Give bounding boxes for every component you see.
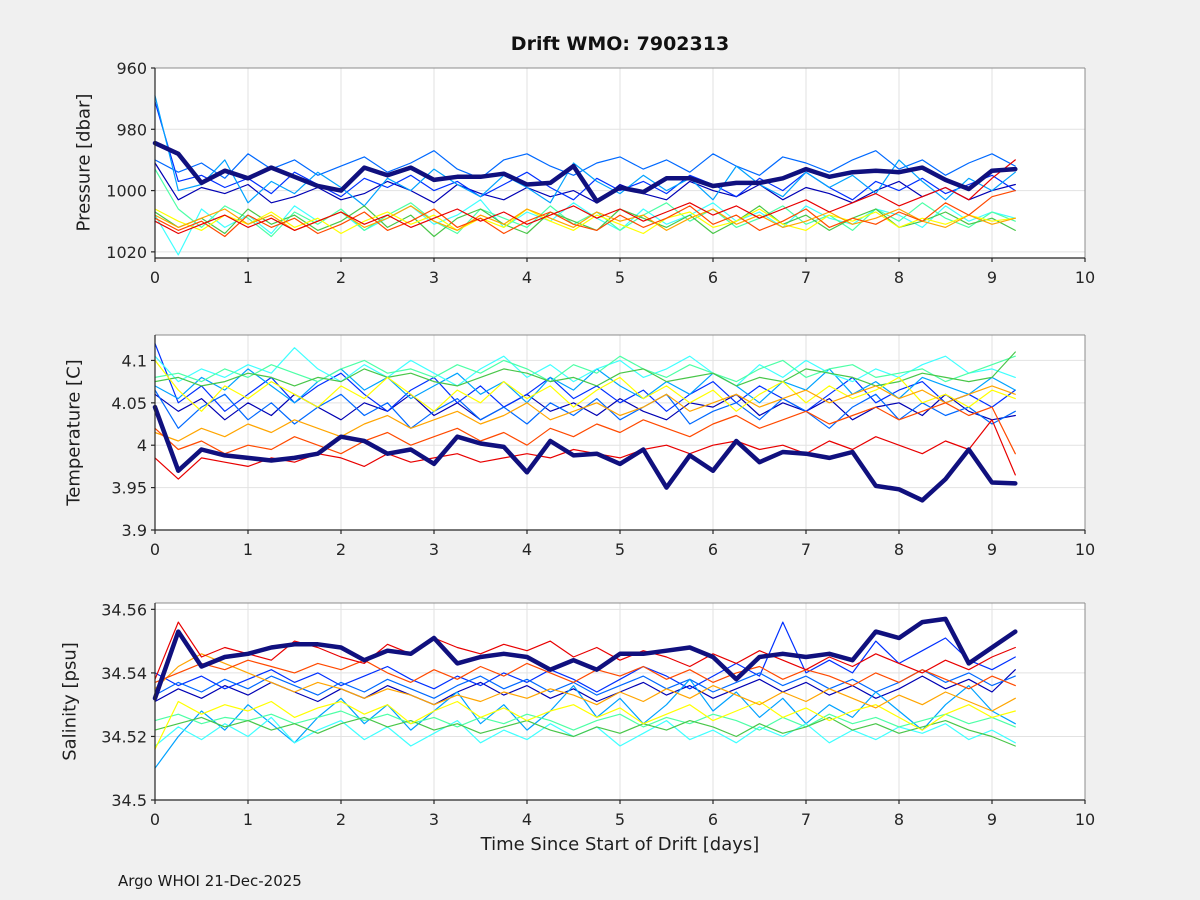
x-tick-label: 7 bbox=[801, 268, 811, 287]
y-tick-label: 1000 bbox=[106, 182, 147, 201]
x-tick-label: 2 bbox=[336, 540, 346, 559]
series-float-skyblue bbox=[154, 678, 1016, 769]
series-float-darkblue bbox=[154, 162, 1016, 204]
y-tick-label: 34.5 bbox=[111, 791, 147, 810]
series-float-orangered bbox=[154, 190, 1016, 238]
series-float-blue bbox=[154, 621, 1016, 693]
x-tick-label: 5 bbox=[615, 810, 625, 829]
figure-footer: Argo WHOI 21-Dec-2025 bbox=[118, 872, 302, 890]
x-tick-label: 6 bbox=[708, 268, 718, 287]
y-tick-label: 3.9 bbox=[122, 521, 147, 540]
series-float-skyblue bbox=[154, 94, 1016, 207]
y-tick-label: 980 bbox=[116, 120, 147, 139]
series-float-cyan bbox=[154, 347, 1016, 387]
x-tick-label: 3 bbox=[429, 268, 439, 287]
x-tick-label: 1 bbox=[243, 810, 253, 829]
x-tick-label: 7 bbox=[801, 540, 811, 559]
x-tick-label: 8 bbox=[894, 810, 904, 829]
x-tick-label: 6 bbox=[708, 540, 718, 559]
x-tick-label: 2 bbox=[336, 810, 346, 829]
series-float-red bbox=[154, 419, 1016, 480]
series-float-orange bbox=[154, 653, 1016, 712]
x-tick-label: 1 bbox=[243, 540, 253, 559]
series-float-blue bbox=[154, 101, 1016, 201]
series-float-cyan bbox=[154, 199, 1016, 256]
x-tick-label: 0 bbox=[150, 268, 160, 287]
y-tick-label: 4.1 bbox=[122, 351, 147, 370]
x-tick-label: 8 bbox=[894, 540, 904, 559]
x-tick-label: 0 bbox=[150, 540, 160, 559]
y-tick-label: 34.56 bbox=[101, 600, 147, 619]
figure-title: Drift WMO: 7902313 bbox=[510, 33, 730, 55]
x-tick-label: 4 bbox=[522, 540, 532, 559]
series-float-skyblue bbox=[154, 368, 1016, 404]
x-tick-label: 6 bbox=[708, 810, 718, 829]
series-this-float-mean bbox=[152, 140, 1018, 204]
series-float-springgreen bbox=[154, 168, 1016, 238]
x-tick-label: 9 bbox=[987, 540, 997, 559]
series-float-orangered bbox=[154, 402, 1016, 455]
pressure-y-axis-label: Pressure [dbar] bbox=[73, 93, 95, 232]
x-tick-label: 10 bbox=[1075, 268, 1095, 287]
x-tick-label: 10 bbox=[1075, 810, 1095, 829]
series-float-yellow bbox=[154, 359, 1016, 412]
x-tick-label: 0 bbox=[150, 810, 160, 829]
series-float-green bbox=[154, 205, 1016, 238]
y-tick-label: 4 bbox=[137, 436, 147, 455]
series-float-orange bbox=[154, 385, 1016, 442]
y-tick-label: 4.05 bbox=[111, 394, 147, 413]
series-float-yellow bbox=[154, 208, 1016, 235]
series-float-springgreen bbox=[154, 355, 1016, 383]
series-float-medblue bbox=[154, 150, 1016, 179]
x-tick-label: 8 bbox=[894, 268, 904, 287]
salinity-y-axis-label: Salinity [psu] bbox=[59, 642, 81, 761]
y-tick-label: 1020 bbox=[106, 243, 147, 262]
x-tick-label: 7 bbox=[801, 810, 811, 829]
x-tick-label: 4 bbox=[522, 268, 532, 287]
x-tick-label: 10 bbox=[1075, 540, 1095, 559]
x-tick-label: 5 bbox=[615, 540, 625, 559]
x-tick-label: 4 bbox=[522, 810, 532, 829]
temperature-y-axis-label: Temperature [C] bbox=[63, 359, 85, 506]
series-float-medblue bbox=[154, 669, 1016, 699]
series-float-orangered bbox=[154, 659, 1016, 690]
x-tick-label: 1 bbox=[243, 268, 253, 287]
y-tick-label: 34.52 bbox=[101, 727, 147, 746]
x-axis-label: Time Since Start of Drift [days] bbox=[480, 834, 760, 855]
x-tick-label: 9 bbox=[987, 810, 997, 829]
y-tick-label: 34.54 bbox=[101, 664, 147, 683]
x-tick-label: 3 bbox=[429, 540, 439, 559]
y-tick-label: 960 bbox=[116, 59, 147, 78]
x-tick-label: 9 bbox=[987, 268, 997, 287]
series-this-float-mean bbox=[152, 616, 1018, 701]
series-float-springgreen bbox=[154, 710, 1016, 731]
series-float-red bbox=[154, 159, 1016, 235]
x-tick-label: 3 bbox=[429, 810, 439, 829]
y-tick-label: 3.95 bbox=[111, 479, 147, 498]
x-tick-label: 2 bbox=[336, 268, 346, 287]
series-float-green bbox=[154, 351, 1016, 387]
series-float-green bbox=[154, 716, 1016, 747]
series-this-float-mean bbox=[152, 404, 1018, 503]
x-tick-label: 5 bbox=[615, 268, 625, 287]
